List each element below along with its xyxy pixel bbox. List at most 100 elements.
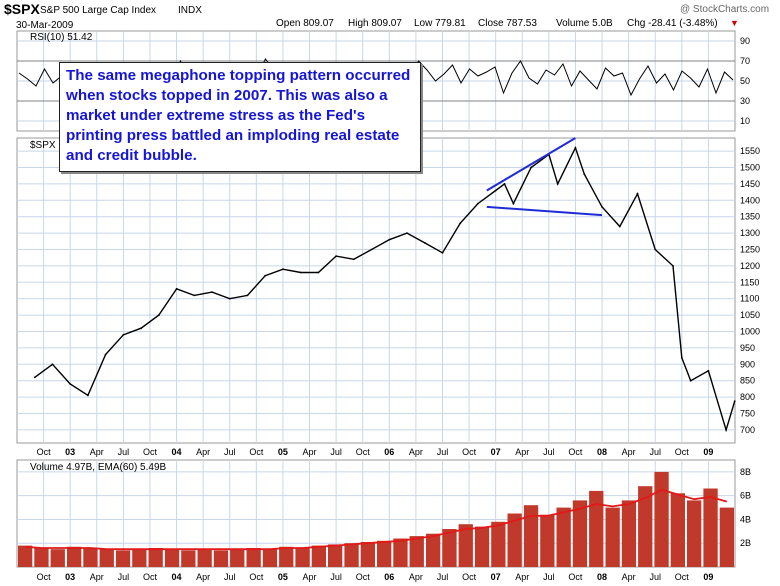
volume-bar: [426, 533, 441, 567]
price-point: [87, 394, 89, 397]
price-title: $SPX: [30, 140, 56, 151]
price-tick-label: 1100: [740, 294, 759, 304]
price-tick-label: 950: [740, 343, 755, 353]
volume-bar: [670, 493, 685, 567]
price-line: [34, 145, 736, 433]
price-point: [503, 183, 506, 185]
volume-bar: [719, 507, 734, 567]
price-point: [459, 222, 462, 225]
x-tick-label: Apr: [409, 447, 423, 457]
price-point: [423, 242, 426, 244]
volume-bar: [621, 500, 637, 567]
volume-bar: [458, 524, 473, 567]
stat-change: Chg -28.41 (-3.48%): [627, 18, 718, 29]
volume-bar: [507, 513, 522, 567]
volume-bar: [687, 500, 702, 567]
price-point: [583, 173, 586, 176]
price-point: [725, 429, 727, 431]
volume-bar: [556, 507, 571, 567]
x-tick-label: Oct: [462, 572, 477, 582]
volume-tick-label: 8B: [740, 467, 751, 477]
chart-name: S&P 500 Large Cap Index: [40, 5, 156, 16]
volume-tick-label: 4B: [740, 514, 751, 524]
price-point: [211, 291, 213, 293]
x-tick-label: 03: [65, 572, 75, 582]
x-tick-label: Oct: [37, 572, 52, 582]
rsi-tick-label: 90: [740, 36, 750, 46]
x-tick-label: 03: [65, 447, 75, 457]
price-point: [618, 225, 621, 228]
x-tick-label: Oct: [249, 447, 264, 457]
volume-bar: [115, 550, 131, 567]
volume-bar: [262, 549, 278, 567]
volume-bar: [442, 529, 457, 567]
x-tick-label: 05: [278, 572, 288, 582]
price-point: [406, 232, 408, 235]
x-tick-label: 08: [597, 447, 607, 457]
price-point: [317, 271, 320, 274]
price-point: [707, 369, 710, 372]
price-point: [680, 356, 683, 359]
volume-bar: [409, 536, 424, 567]
rsi-tick-label: 10: [740, 116, 750, 126]
volume-bar: [605, 507, 620, 567]
volume-bar: [295, 548, 310, 567]
volume-bar: [132, 549, 147, 567]
volume-bar: [311, 545, 326, 567]
x-tick-label: Jul: [437, 572, 449, 582]
price-point: [264, 274, 267, 277]
down-arrow-icon: ▼: [730, 18, 739, 28]
price-point: [282, 268, 284, 271]
volume-bar: [83, 548, 98, 567]
x-tick-label: Apr: [90, 572, 104, 582]
price-point: [104, 353, 107, 356]
price-point: [654, 248, 657, 251]
price-tick-label: 800: [740, 392, 755, 402]
x-tick-label: 04: [172, 572, 182, 582]
x-tick-label: 04: [172, 447, 182, 457]
x-tick-label: 09: [703, 447, 713, 457]
price-point: [228, 297, 231, 300]
x-tick-label: 08: [597, 572, 607, 582]
price-tick-label: 1300: [740, 228, 760, 238]
price-tick-label: 1350: [740, 212, 760, 222]
volume-bar: [213, 550, 229, 567]
price-point: [672, 265, 674, 267]
x-tick-label: Apr: [515, 572, 529, 582]
volume-bar: [654, 471, 669, 567]
volume-bar: [360, 542, 375, 567]
price-point: [51, 363, 54, 366]
stat-close: Close 787.53: [478, 18, 537, 29]
x-tick-label: Oct: [568, 447, 583, 457]
price-tick-label: 900: [740, 359, 755, 369]
volume-bar: [328, 544, 343, 567]
rsi-title: RSI(10) 51.42: [30, 32, 93, 43]
volume-bar: [589, 490, 604, 567]
chart-exchange: INDX: [178, 5, 202, 16]
x-tick-label: Oct: [462, 447, 477, 457]
volume-tick-label: 2B: [740, 538, 751, 548]
price-tick-label: 1250: [740, 245, 760, 255]
x-tick-label: Apr: [196, 572, 210, 582]
volume-bar: [377, 540, 392, 567]
volume-bar: [491, 521, 506, 567]
x-tick-label: Jul: [224, 572, 236, 582]
volume-bar: [540, 514, 555, 567]
price-point: [299, 271, 302, 274]
stat-open: Open 809.07: [276, 18, 334, 29]
price-point: [388, 238, 391, 241]
x-tick-label: Jul: [330, 572, 342, 582]
price-point: [494, 189, 497, 192]
price-tick-label: 1500: [740, 163, 760, 173]
x-tick-label: Apr: [303, 572, 317, 582]
volume-bar: [474, 526, 490, 567]
stat-volume: Volume 5.0B: [556, 18, 613, 29]
price-tick-label: 1050: [740, 310, 760, 320]
stat-low: Low 779.81: [414, 18, 466, 29]
volume-title: Volume 4.97B, EMA(60) 5.49B: [30, 462, 167, 473]
x-tick-label: Jul: [330, 447, 342, 457]
volume-bar: [572, 500, 588, 567]
price-point: [352, 258, 355, 261]
annotation-box: The same megaphone topping pattern occur…: [59, 62, 421, 172]
